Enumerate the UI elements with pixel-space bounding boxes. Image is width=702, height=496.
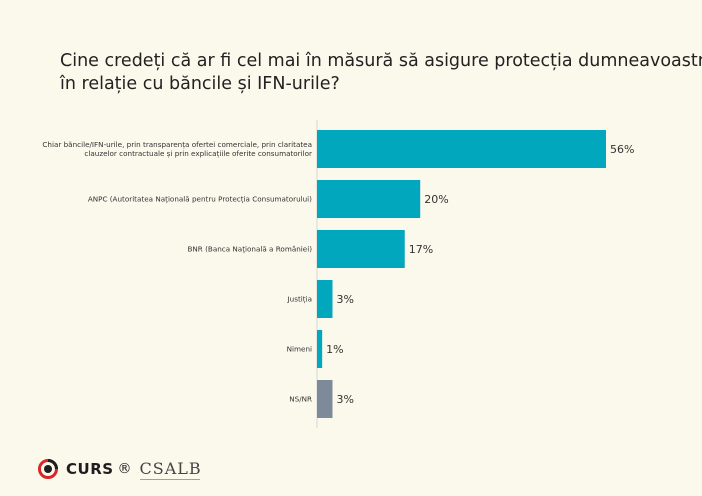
bar bbox=[317, 130, 606, 168]
bar bbox=[317, 230, 405, 268]
curs-logo-text: CURS bbox=[66, 460, 114, 478]
category-label: Chiar băncile/IFN-urile, prin transparen… bbox=[42, 140, 312, 159]
value-label: 3% bbox=[336, 393, 353, 406]
value-label: 20% bbox=[424, 193, 448, 206]
chart-title-line-2: în relație cu băncile și IFN-urile? bbox=[60, 74, 340, 94]
curs-logo-icon bbox=[38, 459, 58, 479]
csalb-logo-text: CSALB bbox=[139, 458, 202, 478]
bar-chart: 56% Chiar băncile/IFN-urile, prin transpa… bbox=[42, 120, 634, 428]
value-label: 3% bbox=[336, 293, 353, 306]
bar bbox=[317, 280, 333, 318]
category-label: Nimeni bbox=[287, 345, 312, 354]
category-label-line: ANPC (Autoritatea Națională pentru Prote… bbox=[88, 195, 312, 205]
value-label: 17% bbox=[409, 243, 433, 256]
footer-logos: CURS ® CSALB bbox=[38, 456, 202, 482]
category-label: NS/NR bbox=[289, 395, 312, 404]
category-label-line: NS/NR bbox=[289, 395, 312, 404]
category-label: BNR (Banca Națională a României) bbox=[188, 245, 313, 255]
category-label: ANPC (Autoritatea Națională pentru Prote… bbox=[88, 195, 312, 205]
bar bbox=[317, 380, 333, 418]
category-label-line: BNR (Banca Națională a României) bbox=[188, 245, 313, 255]
bar bbox=[317, 180, 421, 218]
csalb-logo: CSALB bbox=[139, 458, 202, 480]
category-label-line: Chiar băncile/IFN-urile, prin transparen… bbox=[42, 140, 312, 150]
csalb-logo-underline bbox=[139, 478, 200, 480]
value-label: 56% bbox=[610, 143, 634, 156]
value-label: 1% bbox=[326, 343, 343, 356]
bar bbox=[317, 330, 323, 368]
chart-title: Cine credeți că ar fi cel mai în măsură … bbox=[60, 50, 702, 96]
category-label-line: Justiția bbox=[287, 295, 312, 305]
category-label: Justiția bbox=[287, 295, 312, 305]
category-label-line: Nimeni bbox=[287, 345, 312, 354]
chart-title-line-1: Cine credeți că ar fi cel mai în măsură … bbox=[60, 51, 702, 71]
category-label-line: clauzelor contractuale și prin explicați… bbox=[84, 149, 312, 159]
registered-mark: ® bbox=[117, 461, 132, 477]
